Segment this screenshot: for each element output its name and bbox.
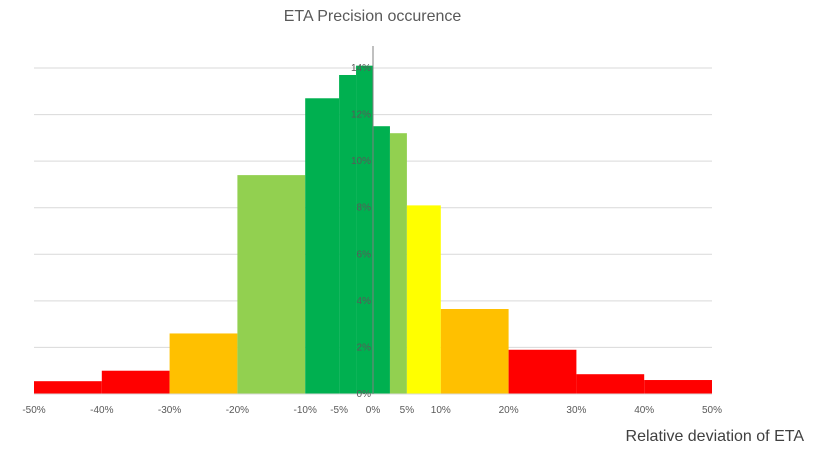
x-tick-label: -40% (90, 405, 113, 416)
x-tick-labels: -50% -40% -30% -20% -10% -5% 0% 5% 10% 20% 30% 40% 5… (22, 405, 722, 416)
x-tick-label: 40% (634, 405, 654, 416)
histogram-bar (356, 65, 373, 395)
y-tick-label: 4% (357, 296, 372, 307)
y-tick-label: 8% (357, 203, 372, 214)
histogram-bar (237, 175, 306, 394)
y-tick-label: 6% (357, 249, 372, 260)
bars (34, 65, 712, 395)
histogram-bar (169, 333, 238, 394)
histogram-bar (34, 381, 102, 394)
axes (34, 46, 712, 395)
histogram-bar (576, 374, 645, 394)
chart-title: ETA Precision occurence (283, 8, 462, 25)
histogram-bar (389, 133, 407, 394)
histogram-bar (373, 126, 390, 394)
x-tick-label: -30% (158, 405, 181, 416)
x-tick-label: -20% (226, 405, 249, 416)
histogram-bar (339, 74, 357, 394)
x-tick-label: 0% (366, 405, 381, 416)
y-tick-label: 10% (351, 156, 371, 167)
x-tick-label: -50% (22, 405, 45, 416)
y-tick-label: 12% (351, 110, 371, 121)
y-tick-label: 14% (351, 63, 371, 74)
x-tick-label: -5% (330, 405, 348, 416)
x-axis-title: Relative deviation of ETA (625, 428, 804, 445)
x-tick-label: 5% (400, 405, 415, 416)
x-tick-label: 50% (702, 405, 722, 416)
x-tick-label: 20% (499, 405, 519, 416)
histogram-bar (440, 309, 509, 394)
x-tick-label: -10% (294, 405, 317, 416)
y-tick-labels: 0% 2% 4% 6% 8% 10% 12% 14% (351, 63, 371, 400)
y-tick-label: 0% (357, 389, 372, 400)
x-tick-label: 10% (431, 405, 451, 416)
histogram-bar (305, 98, 340, 395)
y-tick-label: 2% (357, 342, 372, 353)
histogram-bar (406, 205, 441, 394)
histogram-bar (101, 370, 170, 394)
histogram-bar (644, 380, 712, 394)
x-tick-label: 30% (566, 405, 586, 416)
histogram-bar (508, 349, 577, 394)
